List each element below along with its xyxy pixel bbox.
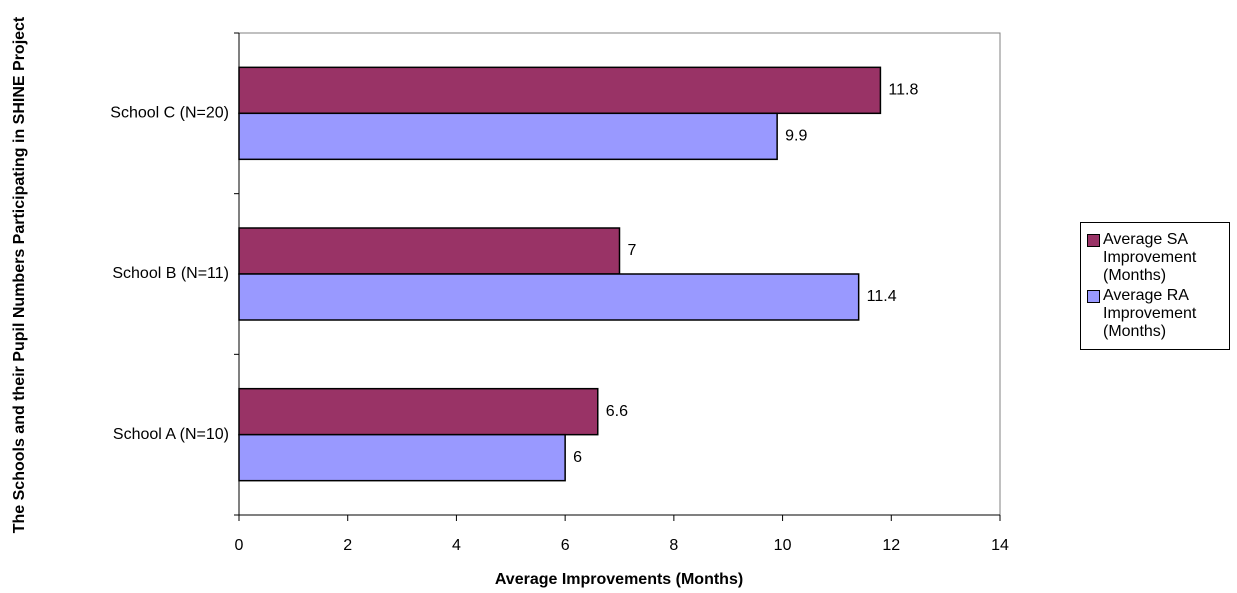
x-tick-label: 10 <box>774 537 792 554</box>
y-tick-label: School B (N=11) <box>112 265 229 282</box>
x-tick-label: 2 <box>343 537 352 554</box>
bar <box>238 66 882 115</box>
legend-item: Average SA Improvement (Months) <box>1087 231 1229 285</box>
x-axis-title: Average Improvements (Months) <box>495 571 743 588</box>
x-tick-label: 6 <box>561 537 570 554</box>
legend-item: Average RA Improvement (Months) <box>1087 287 1229 341</box>
y-axis-title: The Schools and their Pupil Numbers Part… <box>11 16 28 534</box>
data-label: 6 <box>573 449 582 466</box>
bar <box>238 433 566 482</box>
data-label: 9.9 <box>785 128 807 145</box>
x-tick-label: 14 <box>991 537 1009 554</box>
legend-swatch <box>1087 234 1100 247</box>
x-tick-label: 12 <box>882 537 900 554</box>
x-tick-label: 0 <box>235 537 244 554</box>
bar <box>238 112 778 161</box>
data-label: 11.4 <box>867 288 897 305</box>
data-label: 7 <box>628 242 637 259</box>
legend-label: Average RA Improvement (Months) <box>1103 287 1197 340</box>
legend-label: Average SA Improvement (Months) <box>1103 231 1197 284</box>
data-label: 11.8 <box>888 82 918 99</box>
bar <box>238 273 860 321</box>
legend-swatch <box>1087 290 1100 303</box>
x-tick-label: 8 <box>669 537 678 554</box>
y-tick-label: School C (N=20) <box>110 105 229 122</box>
legend: Average SA Improvement (Months) Average R… <box>1080 222 1230 350</box>
y-tick-label: School A (N=10) <box>113 426 229 443</box>
data-label: 6.6 <box>606 403 628 420</box>
x-tick-label: 4 <box>452 537 461 554</box>
bar <box>238 227 621 275</box>
bar <box>238 387 599 436</box>
